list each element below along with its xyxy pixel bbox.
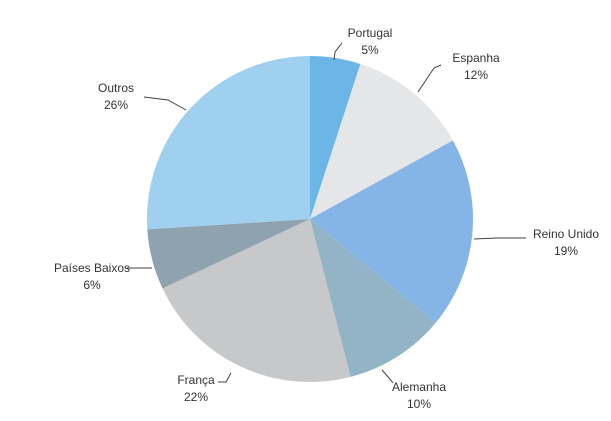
slice-label-espanha: Espanha <box>452 51 500 65</box>
slice-value-alemanha: 10% <box>407 397 431 411</box>
slice-label-alemanha: Alemanha <box>392 380 446 394</box>
pie-slice-paises-baixos <box>147 219 310 289</box>
leader-lines <box>127 42 526 384</box>
leader-line-alemanha <box>381 369 394 384</box>
slice-label-franca: França <box>177 373 215 387</box>
pie-slice-franca <box>162 219 351 383</box>
slice-value-reino-unido: 19% <box>554 244 578 258</box>
slice-label-reino-unido: Reino Unido <box>533 227 599 241</box>
slice-value-portugal: 5% <box>361 43 379 57</box>
slice-labels: Portugal 5% Espanha 12% Reino Unido 19% Aleman… <box>54 26 599 411</box>
slice-value-franca: 22% <box>184 390 208 404</box>
leader-line-franca <box>218 372 232 383</box>
pie-slice-portugal <box>310 56 361 219</box>
pie-slice-outros <box>146 56 310 230</box>
slice-value-paises-baixos: 6% <box>83 278 101 292</box>
slice-label-portugal: Portugal <box>348 26 393 40</box>
pie-slice-espanha <box>310 63 453 220</box>
pie-slice-reino-unido <box>310 140 474 323</box>
slice-label-paises-baixos: Países Baixos <box>54 261 130 275</box>
slice-label-outros: Outros <box>98 81 134 95</box>
pie-slices <box>146 56 474 383</box>
leader-line-espanha <box>417 64 442 93</box>
slice-value-outros: 26% <box>104 98 128 112</box>
pie-slice-alemanha <box>310 219 436 377</box>
leader-line-portugal <box>333 42 343 61</box>
slice-value-espanha: 12% <box>464 68 488 82</box>
leader-line-outros <box>143 96 187 111</box>
leader-line-reino-unido <box>473 237 526 240</box>
